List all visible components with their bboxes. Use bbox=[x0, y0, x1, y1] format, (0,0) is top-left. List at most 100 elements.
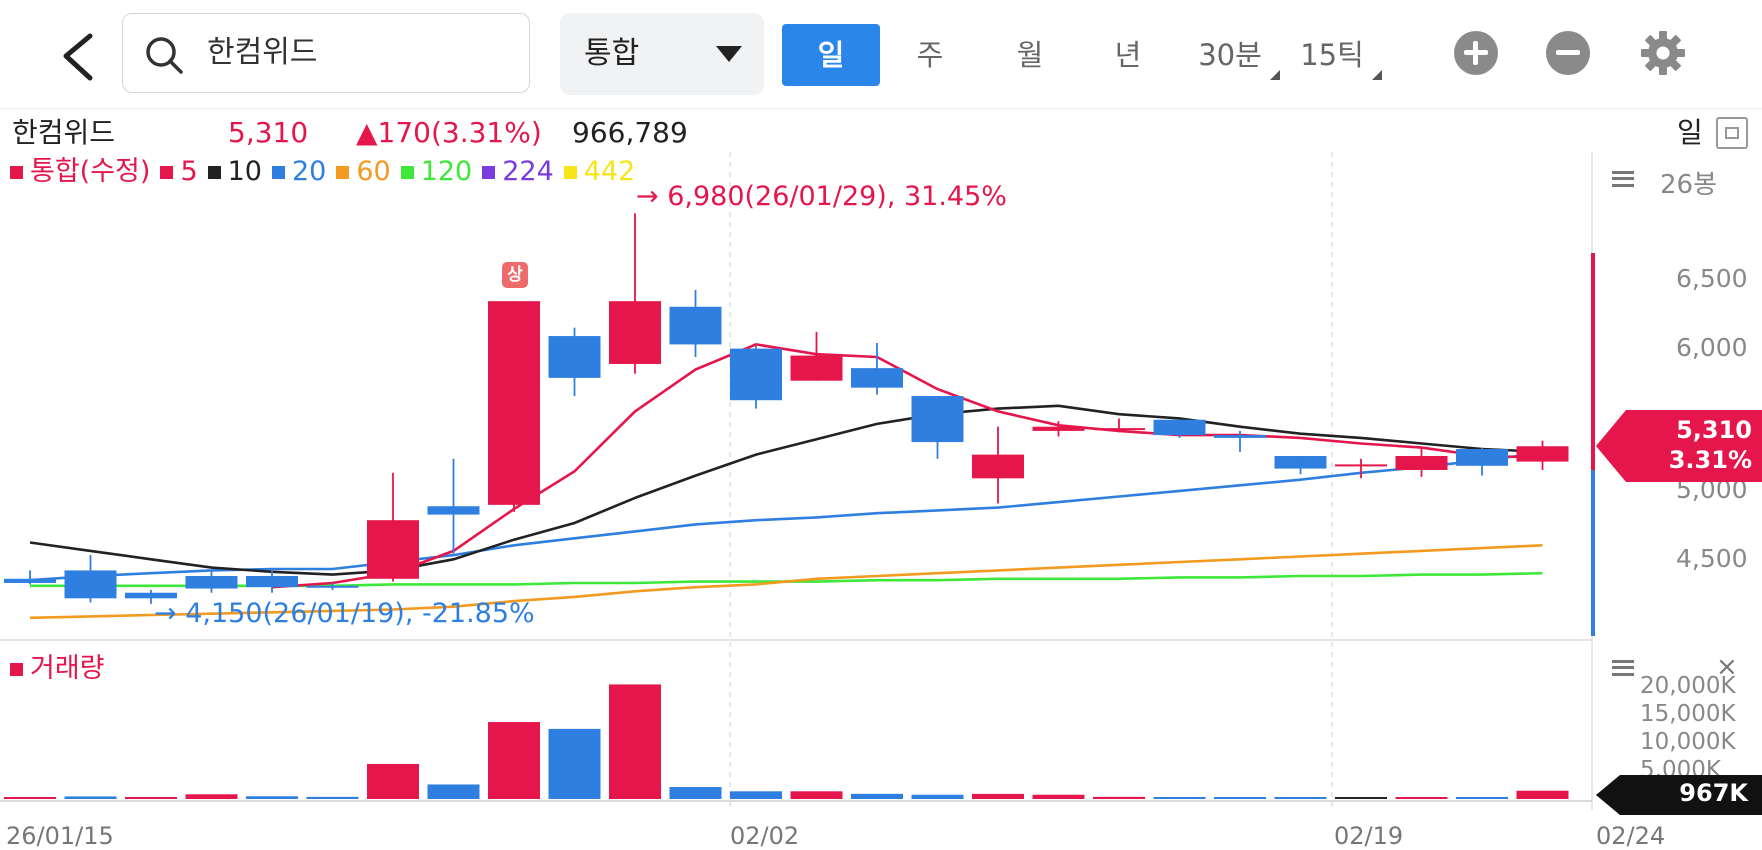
candle-body bbox=[1456, 449, 1508, 466]
tab-week[interactable]: 주 bbox=[916, 38, 944, 72]
price-tag-value: 5,310 bbox=[1676, 416, 1752, 444]
current-price-tag: 5,310 3.31% bbox=[1596, 410, 1762, 482]
tab-15tick[interactable]: 15틱 bbox=[1294, 24, 1382, 86]
volume-bar bbox=[1335, 797, 1387, 799]
candle-body bbox=[488, 301, 540, 505]
search-icon bbox=[146, 37, 183, 74]
price-tick: 6,500 bbox=[1676, 264, 1748, 293]
candle-body bbox=[669, 306, 722, 345]
legend-item[interactable]: 224 bbox=[482, 154, 554, 190]
gear-icon[interactable] bbox=[1640, 30, 1686, 76]
volume-bar bbox=[730, 791, 782, 799]
price-panel-menu-icon[interactable] bbox=[1612, 171, 1634, 187]
date-tick: 02/02 bbox=[730, 822, 800, 850]
volume-bar bbox=[306, 796, 359, 799]
volume-bar bbox=[1093, 796, 1145, 799]
volume-tick: 20,000K bbox=[1640, 673, 1736, 699]
legend-swatch bbox=[271, 166, 285, 179]
tab-day[interactable]: 일 bbox=[782, 24, 880, 86]
volume-bar bbox=[548, 728, 601, 799]
legend-swatch bbox=[336, 166, 350, 179]
zoom-out-button[interactable] bbox=[1546, 31, 1590, 75]
expand-button[interactable] bbox=[1716, 117, 1748, 149]
zoom-in-button[interactable] bbox=[1454, 31, 1498, 75]
legend-swatch bbox=[10, 166, 23, 179]
volume-bar bbox=[185, 794, 238, 799]
candle-body bbox=[1153, 419, 1206, 436]
volume-bar bbox=[367, 763, 419, 799]
legend-item[interactable]: 10 bbox=[207, 154, 262, 190]
minus-icon bbox=[1556, 50, 1580, 55]
range-bar-up bbox=[1591, 253, 1595, 503]
volume-bar bbox=[1032, 794, 1085, 799]
market-select[interactable]: 통합 bbox=[560, 13, 764, 95]
tab-year[interactable]: 년 bbox=[1114, 38, 1142, 72]
legend-label: 120 bbox=[420, 156, 473, 187]
volume-tick: 10,000K bbox=[1640, 729, 1736, 755]
legend-item[interactable]: 60 bbox=[336, 154, 391, 190]
tab-month[interactable]: 월 bbox=[1016, 38, 1044, 72]
indicator-legend[interactable]: 통합(수정) 5 10 20 60 120 224 442 bbox=[10, 154, 645, 190]
ma5-line bbox=[271, 343, 1543, 589]
candle-body bbox=[911, 396, 964, 443]
date-tick: 02/19 bbox=[1334, 822, 1404, 850]
volume-bar bbox=[911, 794, 964, 799]
volume-tag-value: 967K bbox=[1679, 779, 1748, 807]
close-icon[interactable]: × bbox=[1716, 652, 1738, 682]
back-button[interactable] bbox=[52, 28, 108, 84]
candle-body bbox=[548, 336, 601, 378]
legend-label: 10 bbox=[227, 156, 262, 187]
range-bar-down bbox=[1591, 470, 1595, 636]
candle-body bbox=[306, 585, 359, 588]
volume-panel-menu-icon[interactable] bbox=[1612, 660, 1634, 676]
volume-panel-title: 거래량 bbox=[10, 646, 105, 685]
legend-item[interactable]: 442 bbox=[563, 154, 636, 190]
volume-bar bbox=[64, 796, 117, 799]
volume-tag-shape bbox=[1596, 775, 1762, 815]
volume-bar bbox=[4, 797, 56, 799]
volume-bar bbox=[1153, 797, 1206, 799]
volume-bar bbox=[427, 784, 480, 799]
candle-body bbox=[730, 348, 782, 401]
ma20-line bbox=[29, 451, 1543, 582]
ma120-line bbox=[30, 571, 1543, 588]
volume-bar bbox=[125, 797, 177, 799]
candle-body bbox=[246, 575, 298, 588]
search-input[interactable]: 한컴위드 bbox=[122, 13, 530, 93]
candle-body bbox=[1032, 426, 1085, 431]
candle-body bbox=[1093, 428, 1145, 431]
candle-body bbox=[1335, 464, 1387, 467]
legend-item[interactable]: 5 bbox=[160, 154, 198, 190]
volume-bar bbox=[1456, 797, 1508, 799]
candle-body bbox=[367, 520, 419, 579]
tab-30min-label: 30분 bbox=[1198, 38, 1262, 72]
volume-bar bbox=[669, 787, 722, 799]
candle-body bbox=[790, 355, 843, 381]
legend-item[interactable]: 20 bbox=[271, 154, 327, 190]
volume-bar bbox=[488, 722, 540, 799]
candle-body bbox=[1274, 456, 1327, 469]
tab-30min[interactable]: 30분 bbox=[1192, 24, 1280, 86]
stock-name: 한컴위드 bbox=[12, 116, 116, 149]
legend-item[interactable]: 120 bbox=[400, 154, 473, 190]
candle-body bbox=[609, 301, 661, 364]
volume-bar bbox=[246, 796, 298, 799]
bar-count: 26봉 bbox=[1660, 170, 1718, 200]
legend-label: 442 bbox=[583, 156, 636, 187]
high-annotation: → 6,980(26/01/29), 31.45% bbox=[636, 181, 1007, 212]
legend-swatch bbox=[563, 166, 577, 179]
volume-bar bbox=[609, 684, 661, 799]
volume-tick: 15,000K bbox=[1640, 701, 1736, 727]
period-unit: 일 bbox=[1677, 116, 1703, 149]
legend-label: 통합(수정) bbox=[30, 156, 151, 187]
candle-body bbox=[4, 578, 56, 583]
legend-item[interactable]: 통합(수정) bbox=[10, 154, 150, 190]
upper-limit-badge: 상 bbox=[502, 262, 528, 288]
volume-bar bbox=[1516, 790, 1569, 799]
chevron-left-icon bbox=[63, 33, 93, 81]
legend-swatch bbox=[400, 166, 414, 179]
date-tick: 02/24 bbox=[1596, 822, 1666, 850]
corner-triangle-icon bbox=[1270, 70, 1280, 80]
candle-body bbox=[64, 570, 117, 599]
legend-label: 20 bbox=[291, 156, 327, 187]
